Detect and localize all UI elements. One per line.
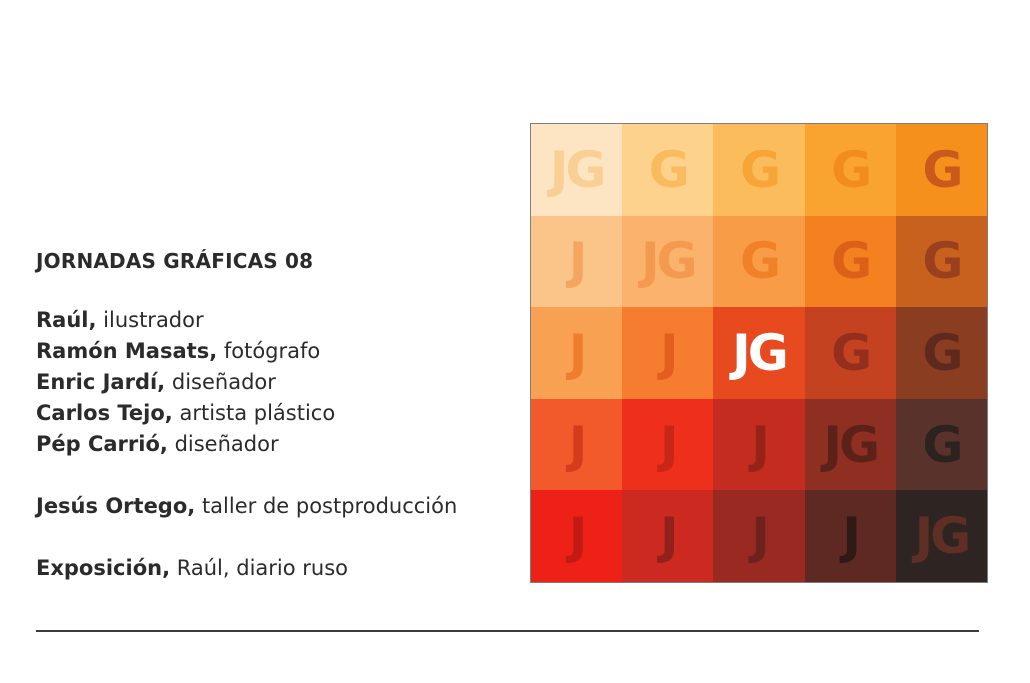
grid-cell-4-2: J [713, 490, 805, 582]
credit-line: Pép Carrió, diseñador [36, 429, 506, 460]
logo-mark: J [568, 232, 588, 291]
logo-mark: J [659, 415, 679, 474]
grid-cell-2-4: G [895, 307, 987, 399]
workshop-role: taller de postproducción [201, 494, 458, 518]
credit-name: Enric Jardí, [36, 370, 166, 394]
grid-cell-0-0: JG [531, 124, 623, 216]
grid-cell-0-2: G [713, 124, 805, 216]
logo-mark: JG [732, 323, 789, 382]
grid-cell-3-3: JG [804, 398, 896, 491]
logo-mark: G [922, 323, 963, 382]
grid-cell-4-4: JG [895, 490, 987, 582]
credit-role: diseñador [174, 432, 279, 456]
grid-cell-0-4: G [895, 124, 987, 216]
logo-mark: J [568, 507, 588, 566]
logo-mark: G [922, 140, 963, 199]
grid-cell-1-0: J [531, 215, 623, 308]
exhibition-line: Exposición, Raúl, diario ruso [36, 553, 506, 584]
logo-mark: J [568, 415, 588, 474]
spacer [36, 460, 506, 491]
credit-name: Pép Carrió, [36, 432, 168, 456]
grid-cell-4-0: J [531, 490, 623, 582]
grid-cell-3-4: G [895, 398, 987, 491]
workshop-line: Jesús Ortego, taller de postproducción [36, 491, 506, 522]
logo-color-grid: JG G G G G J JG G G G J J JG G G J J J JG G J J J J JG [530, 123, 988, 583]
logo-mark: J [659, 323, 679, 382]
grid-cell-4-1: J [622, 490, 714, 582]
credit-name: Ramón Masats, [36, 339, 218, 363]
credit-role: diseñador [171, 370, 276, 394]
exhibition-detail: Raúl, diario ruso [176, 556, 349, 580]
credit-role: ilustrador [103, 308, 204, 332]
spacer [36, 522, 506, 553]
grid-cell-1-1: JG [622, 215, 714, 308]
grid-cell-3-2: J [713, 398, 805, 491]
logo-mark: JG [640, 232, 698, 291]
grid-cell-3-1: J [622, 398, 714, 491]
credit-name: Carlos Tejo, [36, 401, 173, 425]
logo-mark: J [842, 507, 861, 566]
logo-mark: G [922, 415, 963, 474]
exhibition-label: Exposición, [36, 556, 171, 580]
credit-role: fotógrafo [223, 339, 321, 363]
credits-block: JORNADAS GRÁFICAS 08 Raúl, ilustrador Ra… [36, 246, 506, 584]
credit-name: Raúl, [36, 308, 97, 332]
logo-mark: G [739, 140, 781, 199]
grid-cell-0-3: G [804, 124, 896, 216]
workshop-name: Jesús Ortego, [36, 494, 196, 518]
grid-cell-2-3: G [804, 307, 896, 399]
logo-mark: G [831, 140, 872, 199]
logo-mark: JG [823, 415, 880, 474]
logo-mark: G [831, 232, 872, 291]
logo-mark: J [659, 507, 679, 566]
grid-cell-1-3: G [804, 215, 896, 308]
credit-line: Carlos Tejo, artista plástico [36, 398, 506, 429]
grid-cell-4-3: J [804, 490, 896, 582]
grid-cell-1-2: G [713, 215, 805, 308]
logo-mark: JG [914, 507, 972, 566]
logo-mark: J [751, 507, 770, 566]
event-title: JORNADAS GRÁFICAS 08 [36, 249, 314, 273]
logo-mark: G [648, 140, 690, 199]
logo-mark: J [568, 323, 588, 382]
grid-cell-3-0: J [531, 398, 623, 491]
logo-mark: G [922, 232, 963, 291]
grid-cell-2-0: J [531, 307, 623, 399]
logo-mark: JG [549, 140, 607, 199]
logo-mark: J [751, 415, 770, 474]
grid-cell-0-1: G [622, 124, 714, 216]
credit-line: Raúl, ilustrador [36, 305, 506, 336]
grid-cell-1-4: G [895, 215, 987, 308]
credit-line: Enric Jardí, diseñador [36, 367, 506, 398]
bottom-divider [36, 630, 979, 632]
grid-cell-2-2: JG [713, 307, 805, 399]
credit-role: artista plástico [179, 401, 336, 425]
logo-mark: G [831, 323, 872, 382]
logo-mark: G [739, 232, 781, 291]
grid-cell-2-1: J [622, 307, 714, 399]
credit-line: Ramón Masats, fotógrafo [36, 336, 506, 367]
